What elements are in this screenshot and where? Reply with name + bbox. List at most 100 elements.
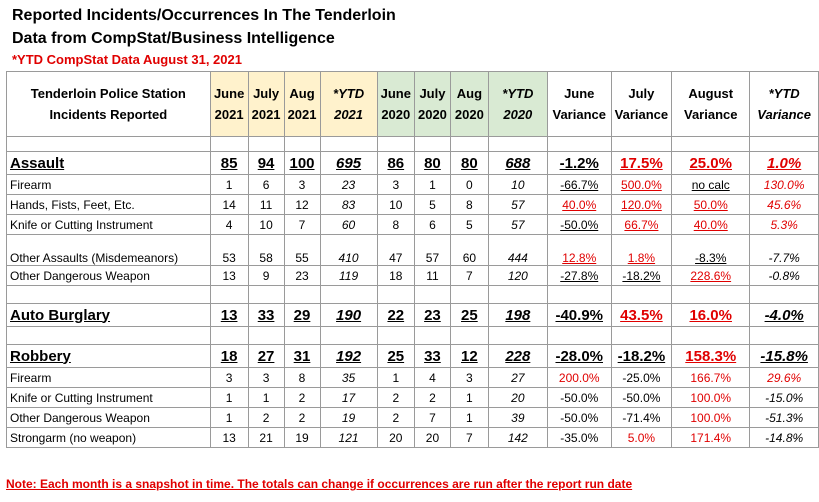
data-cell: 1 <box>413 174 451 195</box>
data-cell: 33 <box>413 344 451 368</box>
spacer-cell <box>610 285 673 304</box>
spacer-cell <box>209 326 249 345</box>
header-text: June <box>380 86 411 101</box>
spacer-cell <box>546 285 612 304</box>
spacer-cell <box>413 136 451 152</box>
data-cell: 1 <box>209 174 249 195</box>
data-cell: 100.0% <box>671 407 751 428</box>
header-text: *YTD <box>333 86 365 101</box>
data-cell: -14.8% <box>749 427 819 448</box>
data-cell: 3 <box>449 367 489 388</box>
data-cell: 1 <box>449 387 489 408</box>
header-text: Variance <box>757 107 812 122</box>
data-cell: 7 <box>413 407 451 428</box>
data-cell: -50.0% <box>610 387 673 408</box>
spacer-cell <box>319 326 378 345</box>
spacer-cell <box>413 285 451 304</box>
subcategory-row: Firearm 1 6 3 23 3 1 0 10 -66.7% 500.0% no calc 130.… <box>6 174 819 195</box>
header-cell: July 2020 <box>413 71 451 137</box>
data-cell: 120.0% <box>610 194 673 215</box>
data-cell: 100.0% <box>671 387 751 408</box>
header-text: June <box>564 86 595 101</box>
data-cell: 120 <box>487 265 548 286</box>
data-cell: 25 <box>449 303 489 327</box>
data-cell: 2 <box>376 407 415 428</box>
subcategory-row: Strongarm (no weapon) 13 21 19 121 20 20 7 142 -3… <box>6 427 819 448</box>
subcategory-row: Other Dangerous Weapon 13 9 23 119 18 11 7 120 -2… <box>6 265 819 286</box>
data-cell: 1.0% <box>749 151 819 175</box>
spacer-cell <box>449 136 489 152</box>
data-cell: -8.3% <box>671 234 751 266</box>
spacer-cell <box>487 326 548 345</box>
data-cell: 1 <box>209 387 249 408</box>
data-cell: 500.0% <box>610 174 673 195</box>
header-text: August <box>688 86 734 101</box>
data-cell: 33 <box>247 303 285 327</box>
header-text: Incidents Reported <box>49 107 168 122</box>
spacer-cell <box>376 326 415 345</box>
header-text: 2020 <box>454 107 484 122</box>
data-cell: -71.4% <box>610 407 673 428</box>
data-cell: 31 <box>283 344 321 368</box>
data-cell: 6 <box>413 214 451 235</box>
header-text: 2021 <box>214 107 244 122</box>
data-cell: 22 <box>376 303 415 327</box>
spacer-cell <box>610 326 673 345</box>
spacer-cell <box>671 285 751 304</box>
header-text: June <box>213 86 245 101</box>
data-cell: 5.3% <box>749 214 819 235</box>
data-cell: 228.6% <box>671 265 751 286</box>
data-cell: 7 <box>449 265 489 286</box>
data-cell: 85 <box>209 151 249 175</box>
spacer-cell <box>546 136 612 152</box>
subcategory-row: Other Assaults (Misdemeanors) 53 58 55 410 47… <box>6 234 819 266</box>
data-cell: 29 <box>283 303 321 327</box>
subcategory-row: Knife or Cutting Instrument 4 10 7 60 8 6 5 57 -5… <box>6 214 819 235</box>
spacer-row <box>6 326 819 345</box>
title: Reported Incidents/Occurrences In The Te… <box>12 7 396 24</box>
data-cell: 121 <box>319 427 378 448</box>
subcategory-row: Firearm 3 3 8 35 1 4 3 27 200.0% -25.0% 166.7% 29.6% <box>6 367 819 388</box>
data-cell: 7 <box>283 214 321 235</box>
header-cell: June 2020 <box>376 71 415 137</box>
spacer-cell <box>487 285 548 304</box>
data-cell: 200.0% <box>546 367 612 388</box>
data-cell: 695 <box>319 151 378 175</box>
data-cell: -50.0% <box>546 214 612 235</box>
spacer-cell <box>283 326 321 345</box>
data-cell: 57 <box>487 214 548 235</box>
category-row: Auto Burglary 13 33 29 190 22 23 25 198 -40.9% 43.… <box>6 303 819 327</box>
incident-table: Tenderloin Police Station Incidents Repor… <box>6 71 819 448</box>
header-cell: Aug 2020 <box>449 71 489 137</box>
data-cell: 4 <box>413 367 451 388</box>
spacer-cell <box>6 285 211 304</box>
data-cell: 83 <box>319 194 378 215</box>
data-cell: 14 <box>209 194 249 215</box>
subcategory-row: Hands, Fists, Feet, Etc. 14 11 12 83 10 5 8 57 40… <box>6 194 819 215</box>
data-cell: 39 <box>487 407 548 428</box>
data-cell: 1 <box>376 367 415 388</box>
spacer-cell <box>376 285 415 304</box>
data-cell: -50.0% <box>546 387 612 408</box>
data-cell: 142 <box>487 427 548 448</box>
row-label: Other Dangerous Weapon <box>6 407 211 428</box>
data-cell: -27.8% <box>546 265 612 286</box>
row-label: Firearm <box>6 367 211 388</box>
data-cell: 228 <box>487 344 548 368</box>
row-label: Knife or Cutting Instrument <box>6 387 211 408</box>
data-cell: 3 <box>247 367 285 388</box>
data-cell: 20 <box>376 427 415 448</box>
data-cell: 25.0% <box>671 151 751 175</box>
data-cell: 53 <box>209 234 249 266</box>
data-cell: 18 <box>376 265 415 286</box>
data-cell: 6 <box>247 174 285 195</box>
data-cell: 3 <box>209 367 249 388</box>
data-cell: 60 <box>449 234 489 266</box>
category-row: Assault 85 94 100 695 86 80 80 688 -1.2% 17.5% 25.0… <box>6 151 819 175</box>
header-text: 2021 <box>287 107 317 122</box>
data-cell: 1 <box>209 407 249 428</box>
spacer-cell <box>247 326 285 345</box>
data-cell: 130.0% <box>749 174 819 195</box>
spacer-cell <box>209 285 249 304</box>
data-cell: 17.5% <box>610 151 673 175</box>
